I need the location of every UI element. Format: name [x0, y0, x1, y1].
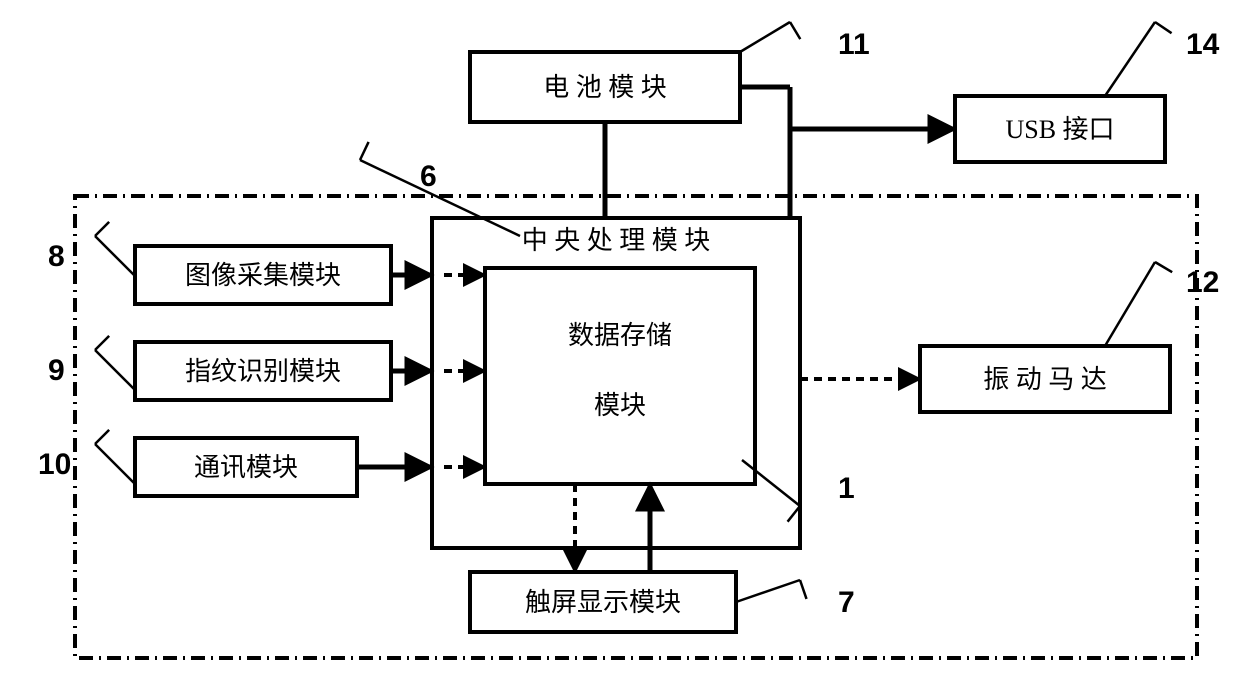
- l10-leader: [95, 444, 135, 484]
- l9-leader: [95, 350, 135, 390]
- ref-9: 9: [48, 354, 65, 387]
- l12-leader: [1105, 262, 1155, 346]
- l14-leader: [1105, 22, 1155, 96]
- touch-label: 触屏显示模块: [525, 588, 681, 617]
- l10-flag: [95, 430, 109, 444]
- l11-flag: [790, 22, 800, 39]
- l6-flag: [360, 142, 369, 160]
- image-label: 图像采集模块: [185, 261, 341, 290]
- l8-flag: [95, 222, 109, 236]
- l12-flag: [1155, 262, 1172, 272]
- l8-leader: [95, 236, 135, 276]
- l7-flag: [800, 580, 807, 599]
- storage-box: [485, 268, 755, 484]
- ref-1: 1: [838, 472, 855, 505]
- ref-6: 6: [420, 160, 437, 193]
- l9-flag: [95, 336, 109, 350]
- storage-label-top: 数据存储: [568, 321, 672, 350]
- ref-8: 8: [48, 240, 65, 273]
- l7-leader: [736, 580, 800, 602]
- motor-label: 振 动 马 达: [983, 365, 1107, 394]
- ref-11: 11: [838, 28, 870, 61]
- l14-flag: [1155, 22, 1172, 33]
- ref-10: 10: [38, 448, 71, 481]
- l11-leader: [740, 22, 790, 52]
- cpu-label: 中 央 处 理 模 块: [522, 226, 711, 255]
- ref-7: 7: [838, 586, 855, 619]
- storage-label-bottom: 模块: [594, 391, 646, 420]
- finger-label: 指纹识别模块: [185, 357, 341, 386]
- usb-label: USB 接口: [1005, 115, 1114, 144]
- ref-12: 12: [1186, 266, 1219, 299]
- battery-label: 电 池 模 块: [543, 73, 667, 102]
- comm-label: 通讯模块: [194, 453, 298, 482]
- ref-14: 14: [1186, 28, 1220, 61]
